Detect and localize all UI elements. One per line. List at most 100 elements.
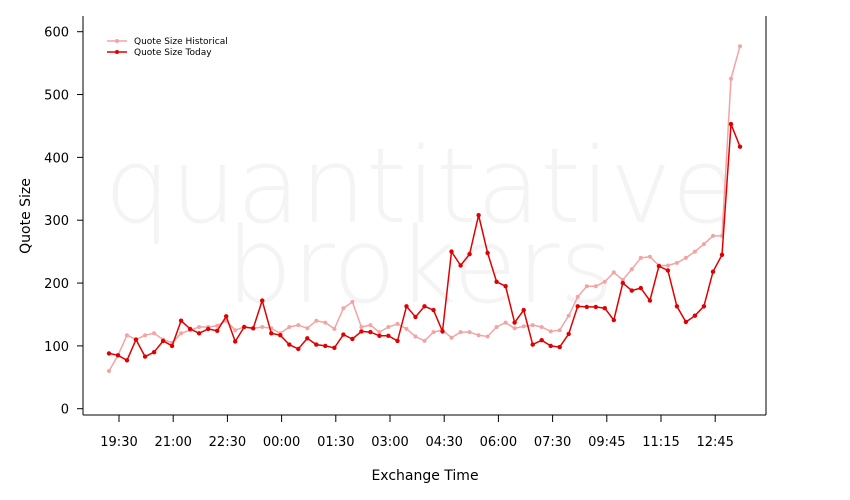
y-tick-label: 500: [44, 89, 69, 104]
x-tick-label: 01:30: [317, 435, 354, 450]
data-point-today: [737, 144, 743, 149]
data-point-historical: [485, 334, 490, 339]
data-point-today: [251, 326, 256, 331]
data-point-today: [269, 331, 274, 336]
y-tick-label: 200: [44, 277, 69, 292]
data-point-historical: [305, 326, 310, 331]
data-point-today: [359, 329, 364, 334]
data-point-today: [115, 353, 121, 358]
data-point-historical: [629, 267, 634, 272]
data-point-historical: [323, 320, 328, 325]
data-point-historical: [602, 279, 607, 284]
data-point-historical: [638, 255, 643, 260]
data-point-today: [557, 344, 562, 350]
data-point-historical: [125, 333, 129, 338]
data-point-today: [233, 339, 238, 344]
data-point-today: [395, 338, 400, 344]
x-tick-label: 00:00: [263, 435, 300, 450]
data-point-today: [440, 329, 445, 334]
data-point-today: [728, 121, 734, 127]
data-point-today: [242, 324, 247, 330]
watermark-line1: quantitative: [105, 125, 736, 247]
series-today: [106, 121, 743, 363]
data-point-historical: [359, 325, 364, 329]
data-point-historical: [332, 326, 337, 331]
data-point-today: [187, 326, 193, 332]
data-point-today: [611, 317, 616, 323]
data-point-today: [323, 343, 328, 349]
legend-item-historical: Quote Size Historical: [107, 37, 228, 47]
x-tick-label: 09:45: [588, 435, 625, 450]
data-point-historical: [296, 323, 301, 328]
data-point-historical: [539, 325, 544, 329]
data-point-today: [215, 328, 220, 333]
data-point-historical: [503, 320, 508, 325]
y-tick-label: 600: [44, 26, 69, 41]
data-point-today: [404, 304, 409, 309]
data-point-today: [151, 350, 157, 355]
data-point-today: [548, 343, 553, 349]
legend-label: Quote Size Today: [134, 48, 212, 58]
watermark: quantitative brokers: [105, 125, 736, 327]
data-point-historical: [449, 335, 454, 340]
data-point-historical: [152, 331, 157, 336]
data-point-today: [656, 263, 662, 269]
data-point-today: [566, 331, 571, 337]
data-point-today: [431, 307, 436, 313]
legend-marker: [115, 50, 119, 54]
x-tick-label: 03:00: [371, 435, 408, 450]
data-point-today: [178, 318, 184, 323]
data-point-historical: [548, 329, 553, 334]
legend-label: Quote Size Historical: [134, 37, 228, 47]
series-layer: [106, 44, 743, 373]
data-point-historical: [530, 323, 535, 328]
data-point-historical: [368, 323, 373, 328]
data-point-historical: [467, 330, 472, 335]
data-point-today: [629, 288, 634, 293]
data-point-historical: [611, 270, 616, 275]
data-point-historical: [314, 318, 319, 323]
data-point-historical: [701, 242, 706, 247]
data-point-today: [593, 304, 598, 310]
x-tick-label: 07:30: [534, 435, 571, 450]
x-axis-title: Exchange Time: [371, 468, 478, 484]
x-tick-label: 12:45: [696, 435, 733, 450]
data-point-today: [368, 329, 373, 335]
data-point-today: [476, 213, 481, 218]
data-point-historical: [692, 249, 697, 254]
data-point-today: [287, 342, 292, 347]
data-point-historical: [260, 325, 265, 329]
data-point-historical: [512, 326, 517, 331]
data-point-today: [341, 332, 346, 337]
data-point-historical: [350, 299, 355, 304]
data-point-historical: [575, 294, 580, 299]
data-point-today: [124, 358, 130, 363]
data-point-today: [169, 343, 175, 349]
data-point-today: [278, 333, 283, 338]
data-point-today: [620, 280, 625, 286]
y-tick-label: 400: [44, 151, 69, 166]
data-point-today: [449, 249, 454, 254]
data-point-historical: [620, 277, 625, 282]
data-point-today: [485, 250, 490, 256]
data-point-historical: [413, 334, 418, 339]
data-point-today: [413, 314, 418, 320]
data-point-historical: [107, 369, 111, 373]
data-point-today: [160, 338, 166, 344]
x-tick-label: 06:00: [480, 435, 517, 450]
data-point-historical: [711, 233, 715, 238]
data-point-today: [521, 307, 526, 313]
y-tick-label: 100: [44, 340, 69, 355]
data-point-today: [106, 351, 112, 356]
data-point-today: [530, 342, 535, 347]
data-point-historical: [458, 330, 463, 335]
data-point-today: [260, 298, 265, 303]
x-tick-label: 11:15: [642, 435, 679, 450]
legend-item-today: Quote Size Today: [107, 48, 212, 58]
data-point-historical: [584, 284, 589, 289]
y-tick-label: 0: [61, 403, 69, 418]
y-axis-title: Quote Size: [18, 178, 34, 254]
data-point-today: [719, 252, 725, 257]
